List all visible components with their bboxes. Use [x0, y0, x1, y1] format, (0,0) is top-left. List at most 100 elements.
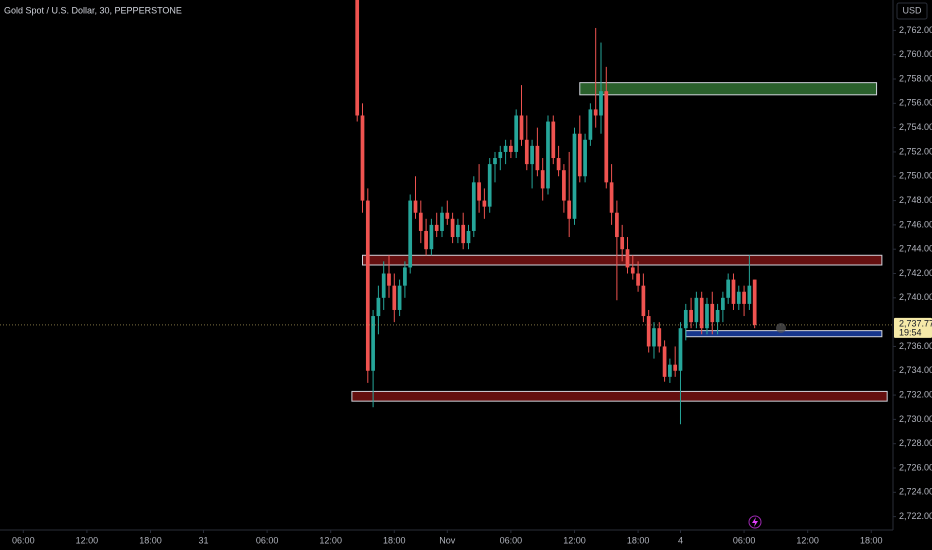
- candle-body: [503, 145, 508, 152]
- candle-body: [519, 115, 524, 140]
- candle-body: [487, 164, 492, 207]
- candle-body: [514, 115, 519, 152]
- candle-body: [636, 273, 640, 286]
- candle-body: [397, 285, 402, 310]
- candle-body: [742, 291, 746, 304]
- candle-body: [620, 237, 625, 250]
- candle-body: [678, 328, 683, 371]
- candle-body: [408, 200, 413, 268]
- candle-body: [699, 297, 704, 329]
- candle-body: [641, 285, 646, 317]
- y-tick-label: 2,754.00: [899, 122, 932, 132]
- y-tick-label: 2,722.00: [899, 511, 932, 521]
- y-tick-label: 2,736.00: [899, 341, 932, 351]
- candle-body: [599, 91, 603, 116]
- zone: [579, 82, 878, 96]
- candle-body: [710, 303, 715, 323]
- candle-body: [456, 224, 460, 238]
- candle-body: [652, 328, 656, 347]
- candle-body: [668, 364, 672, 377]
- candle-body: [418, 212, 423, 231]
- x-tick-label: 12:00: [76, 535, 99, 545]
- candle-body: [604, 91, 609, 183]
- candle-body: [546, 121, 550, 189]
- candle-body: [445, 212, 450, 219]
- candle-body: [403, 267, 407, 286]
- candle-body: [530, 145, 534, 165]
- candle-body: [562, 170, 566, 201]
- y-tick-label: 2,750.00: [899, 171, 932, 181]
- candle-body: [482, 200, 487, 207]
- candle-body: [593, 109, 598, 116]
- event-icon[interactable]: [748, 515, 762, 529]
- last-price-box: [894, 317, 932, 338]
- candle-body: [424, 230, 428, 250]
- y-tick-label: 2,744.00: [899, 244, 932, 254]
- x-tick-label: 06:00: [256, 535, 279, 545]
- y-tick-label: 2,758.00: [899, 73, 932, 83]
- candle-body: [450, 218, 455, 238]
- y-tick-label: 2,746.00: [899, 219, 932, 229]
- x-tick-label: 18:00: [627, 535, 650, 545]
- candle-body: [524, 139, 529, 165]
- candle-body: [673, 364, 678, 371]
- candle-body: [615, 212, 619, 238]
- zone: [351, 390, 888, 402]
- candle-body: [705, 303, 709, 329]
- candle-body: [381, 273, 386, 298]
- candle-body: [493, 158, 497, 165]
- x-tick-label: 18:00: [860, 535, 883, 545]
- candle-body: [683, 309, 688, 329]
- candle-body: [747, 285, 752, 304]
- event-icon-bolt: [752, 517, 758, 527]
- candle-body: [625, 249, 630, 268]
- x-tick-label: 06:00: [733, 535, 756, 545]
- y-tick-label: 2,730.00: [899, 414, 932, 424]
- x-tick-label: 12:00: [563, 535, 586, 545]
- x-tick-label: 18:00: [139, 535, 162, 545]
- y-tick-label: 2,762.00: [899, 25, 932, 35]
- y-tick-label: 2,740.00: [899, 292, 932, 302]
- x-tick-label: 06:00: [12, 535, 35, 545]
- candle-body: [752, 279, 757, 325]
- candle-body: [726, 279, 731, 298]
- y-tick-label: 2,734.00: [899, 365, 932, 375]
- candle-body: [365, 200, 370, 371]
- candle-body: [371, 316, 375, 371]
- last-price-label: 2,737.77: [899, 318, 932, 328]
- y-tick-label: 2,728.00: [899, 438, 932, 448]
- candle-body: [736, 291, 741, 304]
- candle-body: [657, 328, 662, 347]
- candle-body: [471, 182, 476, 231]
- candle-body: [461, 224, 466, 244]
- candle-body: [689, 309, 693, 323]
- candle-body: [646, 316, 651, 347]
- candle-body: [376, 297, 381, 317]
- cursor-dot: [776, 323, 786, 333]
- currency[interactable]: USD: [902, 5, 922, 15]
- chart-title: Gold Spot / U.S. Dollar, 30, PEPPERSTONE: [4, 5, 182, 15]
- y-tick-label: 2,742.00: [899, 268, 932, 278]
- candle-body: [551, 121, 556, 159]
- y-tick-label: 2,748.00: [899, 195, 932, 205]
- candle-body: [434, 224, 439, 231]
- y-tick-label: 2,756.00: [899, 98, 932, 108]
- candle-body: [583, 139, 587, 177]
- candle-body: [731, 279, 736, 304]
- y-tick-label: 2,732.00: [899, 389, 932, 399]
- x-tick-label: Nov: [439, 535, 456, 545]
- candle-body: [509, 145, 513, 152]
- candle-body: [567, 200, 572, 219]
- candle-body: [540, 170, 545, 189]
- candle-body: [556, 158, 561, 171]
- x-tick-label: 4: [678, 535, 683, 545]
- candle-body: [440, 212, 444, 231]
- candle-body: [535, 145, 540, 171]
- x-tick-label: 12:00: [796, 535, 819, 545]
- candle-body: [630, 267, 635, 274]
- candle-body: [392, 285, 397, 310]
- countdown: 19:54: [899, 327, 922, 337]
- currency-box[interactable]: [896, 2, 928, 20]
- candle-body: [577, 133, 582, 177]
